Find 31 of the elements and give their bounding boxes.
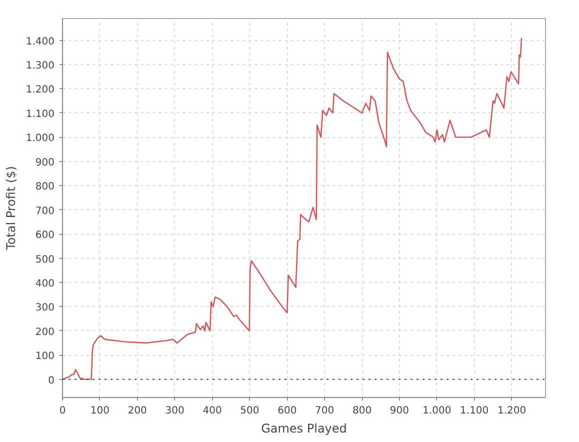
y-tick-label: 1.400 [26, 36, 55, 48]
x-tick-label: 800 [352, 406, 372, 416]
y-tick-label: 1.000 [26, 133, 55, 144]
x-tick-label: 100 [90, 406, 110, 416]
y-tick-label: 700 [35, 206, 55, 217]
y-tick-label: 1.300 [26, 60, 55, 72]
x-tick-label: 1.200 [497, 406, 526, 416]
x-tick-label: 1.100 [460, 406, 489, 416]
y-axis-title: Total Profit ($) [4, 166, 18, 251]
x-tick-label: 500 [240, 406, 260, 416]
x-tick-label: 600 [278, 406, 297, 416]
x-axis-title: Games Played [261, 422, 347, 436]
y-tick-label: 1.100 [26, 108, 55, 120]
y-tick-label: 800 [35, 182, 55, 193]
x-tick-label: 700 [315, 406, 334, 416]
y-tick-label: 100 [35, 351, 55, 362]
y-tick-label: 200 [35, 326, 55, 338]
x-tick-label: 0 [59, 406, 66, 416]
x-tick-label: 1.000 [422, 406, 452, 416]
x-tick-label: 400 [202, 406, 222, 416]
x-tick-label: 900 [390, 406, 410, 416]
x-tick-label: 300 [165, 406, 184, 416]
line-series [62, 37, 522, 380]
y-tick-label: 0 [48, 375, 55, 386]
x-tick-label: 200 [128, 406, 147, 416]
y-tick-label: 500 [35, 254, 55, 266]
y-tick-label: 600 [35, 230, 55, 242]
y-tick-label: 300 [35, 302, 55, 314]
y-tick-label: 400 [35, 278, 55, 290]
y-tick-label: 900 [35, 157, 55, 168]
y-tick-label: 1.200 [26, 84, 55, 96]
